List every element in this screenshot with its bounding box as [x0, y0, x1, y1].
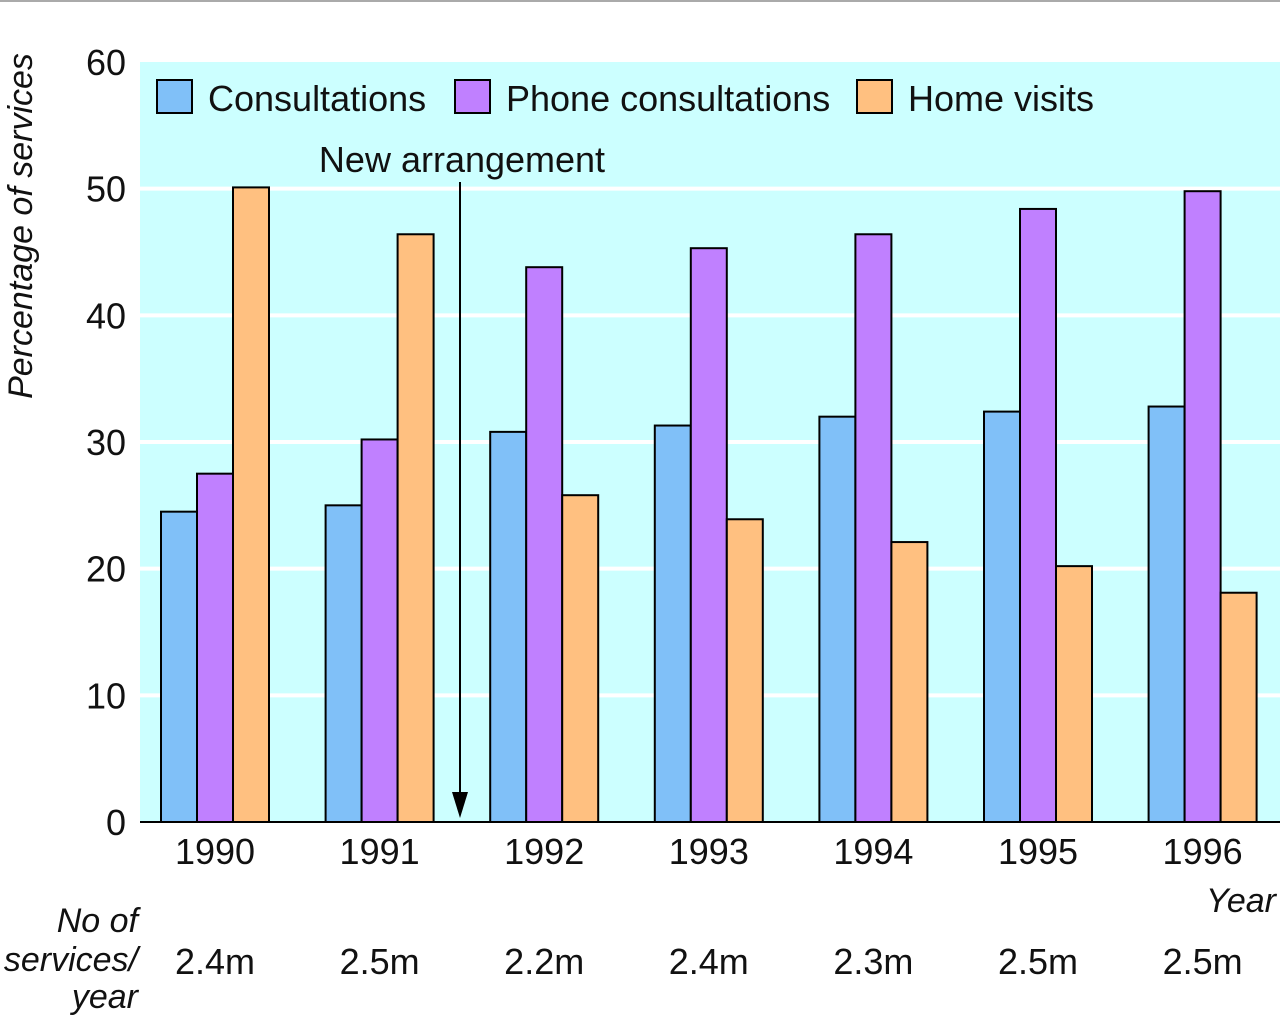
services-per-year-value: 2.5m — [1163, 941, 1243, 982]
bar-home-visits-1990 — [232, 186, 270, 823]
bar-group-1992 — [489, 266, 600, 823]
bar-consultations-1994 — [818, 415, 857, 823]
y-tick-label: 30 — [86, 422, 126, 463]
services-per-year-value: 2.5m — [998, 941, 1078, 982]
x-tick-label: 1993 — [669, 831, 749, 872]
y-tick-label: 10 — [86, 675, 126, 716]
bar-home-visits-1993 — [725, 518, 764, 823]
bar-group-1994 — [818, 233, 929, 823]
services-label-line-1: No of — [57, 902, 142, 940]
legend-swatch-home-visits — [856, 79, 893, 114]
x-tick-label: 1990 — [175, 831, 255, 872]
bar-phone-consultations-1991 — [360, 438, 399, 823]
x-tick-label: 1994 — [833, 831, 913, 872]
bar-group-1993 — [653, 247, 764, 823]
services-per-year-value: 2.3m — [833, 941, 913, 982]
legend-label-phone-consultations: Phone consultations — [506, 78, 830, 119]
legend-label-home-visits: Home visits — [908, 78, 1094, 119]
y-tick-label: 60 — [86, 42, 126, 83]
y-tick-labels: 0 10 20 30 40 50 60 — [86, 42, 126, 843]
legend-swatch-consultations — [156, 79, 193, 114]
bar-consultations-1993 — [653, 424, 692, 823]
bar-phone-consultations-1990 — [196, 472, 234, 823]
annotation: New arrangement — [319, 139, 605, 818]
bar-group-1995 — [983, 207, 1093, 824]
annotation-label: New arrangement — [319, 139, 605, 180]
bar-consultations-1990 — [160, 510, 198, 823]
bar-home-visits-1991 — [396, 233, 435, 823]
bar-group-1996 — [1147, 190, 1258, 823]
x-tick-label: 1991 — [340, 831, 420, 872]
legend: Consultations Phone consultations Home vis… — [156, 78, 1094, 119]
bar-consultations-1996 — [1147, 405, 1186, 823]
x-tick-label: 1996 — [1163, 831, 1243, 872]
y-tick-label: 0 — [106, 802, 126, 843]
x-axis-label: Year — [1206, 882, 1278, 920]
services-label-line-3: year — [70, 978, 140, 1015]
bar-consultations-1995 — [983, 410, 1021, 823]
legend-label-consultations: Consultations — [208, 78, 426, 119]
bar-phone-consultations-1996 — [1183, 190, 1222, 823]
bar-phone-consultations-1995 — [1019, 207, 1057, 823]
x-tick-label: 1992 — [504, 831, 584, 872]
bar-phone-consultations-1992 — [525, 266, 564, 823]
bar-home-visits-1996 — [1219, 591, 1258, 823]
y-tick-label: 50 — [86, 169, 126, 210]
legend-swatch-phone-consultations — [454, 79, 491, 114]
services-per-year-value: 2.4m — [175, 941, 255, 982]
bar-phone-consultations-1993 — [689, 247, 728, 823]
services-label: No of services/ year — [4, 902, 142, 1015]
y-tick-label: 20 — [86, 549, 126, 590]
services-per-year-values: 2.4m 2.5m 2.2m 2.4m 2.3m 2.5m 2.5m — [175, 941, 1243, 982]
bar-home-visits-1995 — [1055, 565, 1093, 824]
bar-phone-consultations-1994 — [854, 233, 893, 823]
services-per-year-value: 2.5m — [340, 941, 420, 982]
services-per-year-value: 2.2m — [504, 941, 584, 982]
bars — [160, 186, 1258, 824]
y-axis-label: Percentage of services — [2, 53, 40, 399]
services-label-line-2: services/ — [4, 941, 142, 979]
services-per-year-value: 2.4m — [669, 941, 749, 982]
bar-group-1991 — [324, 233, 435, 823]
bar-home-visits-1992 — [561, 494, 600, 823]
bar-consultations-1991 — [324, 504, 363, 823]
annotation-arrow-head — [452, 792, 468, 818]
y-tick-label: 40 — [86, 295, 126, 336]
bar-home-visits-1994 — [890, 541, 929, 823]
x-tick-label: 1995 — [998, 831, 1078, 872]
bar-consultations-1992 — [489, 430, 528, 823]
x-tick-labels: 1990 1991 1992 1993 1994 1995 1996 — [175, 831, 1243, 872]
